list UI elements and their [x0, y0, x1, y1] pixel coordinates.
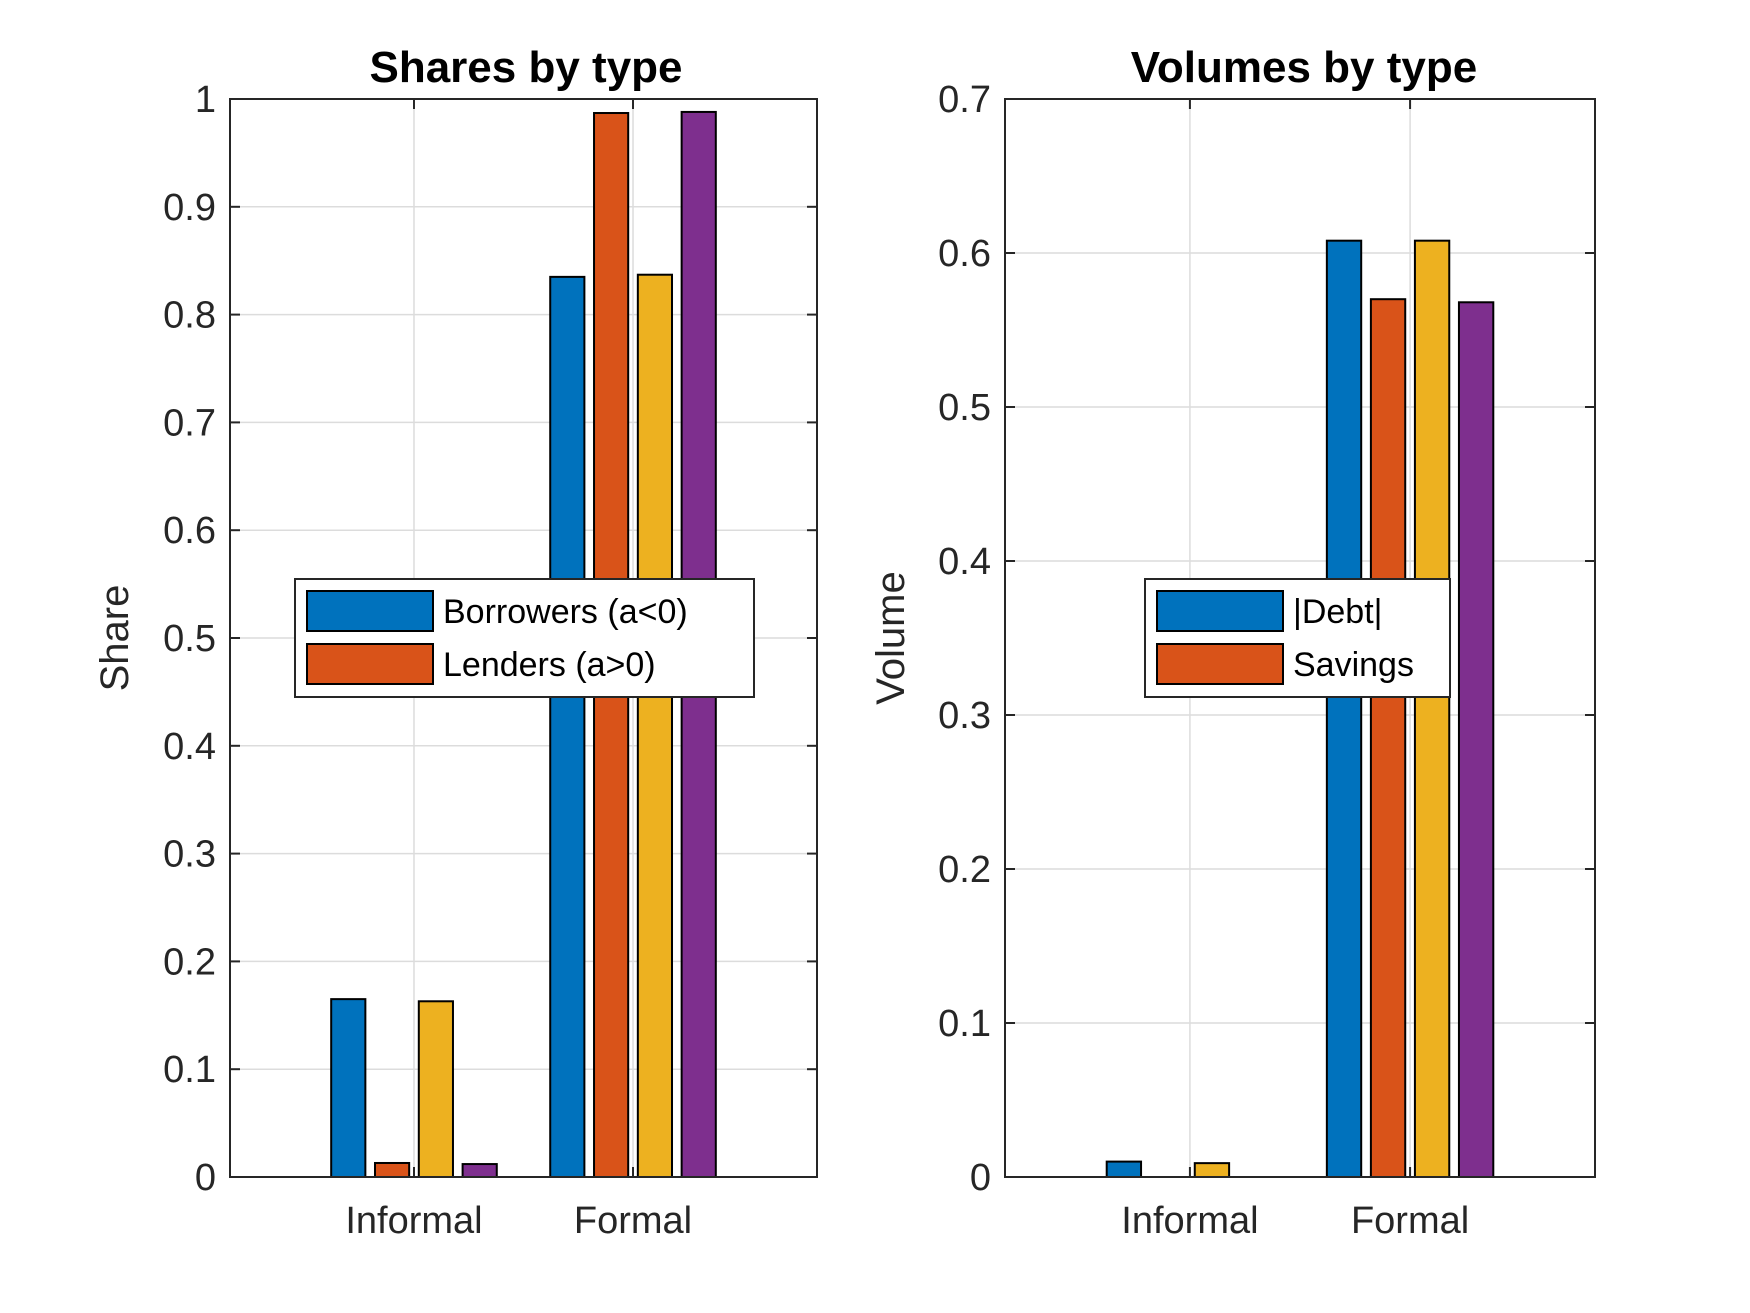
- volumes-bar: [1325, 239, 1363, 1178]
- volumes-y-tick-label: 0.4: [938, 541, 991, 583]
- volumes-y-tick-label: 0: [970, 1157, 991, 1199]
- volumes-y-tick-label: 0.3: [938, 695, 991, 737]
- shares-y-tick-label: 0.4: [163, 726, 216, 768]
- volumes-y-tick-label: 0.1: [938, 1003, 991, 1045]
- volumes-chart-title: Volumes by type: [1131, 43, 1477, 92]
- volumes-x-tick-label: Formal: [1351, 1200, 1469, 1242]
- shares-x-tick-label: Formal: [574, 1200, 692, 1242]
- volumes-y-tick-label: 0.2: [938, 849, 991, 891]
- volumes-legend: |Debt| Savings: [1144, 578, 1451, 698]
- shares-legend: Borrowers (a<0) Lenders (a>0): [294, 578, 755, 698]
- shares-chart-title: Shares by type: [369, 43, 682, 92]
- volumes-legend-label: |Debt|: [1293, 593, 1382, 631]
- shares-legend-swatch: [306, 590, 434, 632]
- volumes-axes-box: [1004, 98, 1596, 1178]
- shares-x-tick-label: Informal: [345, 1200, 482, 1242]
- shares-y-tick-label: 0.9: [163, 187, 216, 229]
- volumes-legend-swatch: [1156, 643, 1284, 685]
- volumes-bar: [1369, 298, 1407, 1178]
- volumes-legend-label: Savings: [1293, 646, 1414, 684]
- shares-legend-label: Lenders (a>0): [443, 646, 656, 684]
- shares-bar: [636, 273, 674, 1178]
- shares-y-tick-label: 0.8: [163, 295, 216, 337]
- shares-y-tick-label: 0.3: [163, 834, 216, 876]
- shares-legend-label: Borrowers (a<0): [443, 593, 688, 631]
- shares-bar: [417, 1000, 454, 1179]
- shares-panel: Shares by type Share 0 0.1 0.2 0.3 0.4 0.5 0.6…: [93, 43, 818, 1242]
- shares-y-tick-label: 1: [195, 79, 216, 121]
- volumes-y-axis-label: Volume: [869, 571, 913, 704]
- volumes-bar: [1413, 239, 1451, 1178]
- volumes-y-tick-label: 0.5: [938, 387, 991, 429]
- shares-y-tick-label: 0.6: [163, 510, 216, 552]
- shares-y-axis-label: Share: [93, 585, 137, 692]
- shares-bar: [373, 1161, 411, 1178]
- shares-y-tick-label: 0.5: [163, 618, 216, 660]
- shares-y-tick-label: 0: [195, 1157, 216, 1199]
- volumes-bar: [1105, 1160, 1143, 1178]
- shares-bar: [549, 275, 586, 1178]
- volumes-y-tick-label: 0.6: [938, 233, 991, 275]
- volumes-bar: [1457, 301, 1495, 1178]
- shares-y-tick-label: 0.1: [163, 1049, 216, 1091]
- shares-y-tick-label: 0.7: [163, 402, 216, 444]
- shares-bar: [461, 1163, 498, 1178]
- shares-axes-box: [229, 98, 818, 1178]
- volumes-y-tick-label: 0.7: [938, 79, 991, 121]
- shares-bar: [330, 998, 367, 1178]
- shares-y-tick-label: 0.2: [163, 941, 216, 983]
- volumes-legend-swatch: [1156, 590, 1284, 632]
- shares-legend-swatch: [306, 643, 434, 685]
- volumes-x-tick-label: Informal: [1121, 1200, 1258, 1242]
- volumes-bar: [1193, 1162, 1231, 1179]
- volumes-panel: Volumes by type Volume 0 0.1 0.2 0.3 0.4 0.5 0…: [869, 43, 1596, 1242]
